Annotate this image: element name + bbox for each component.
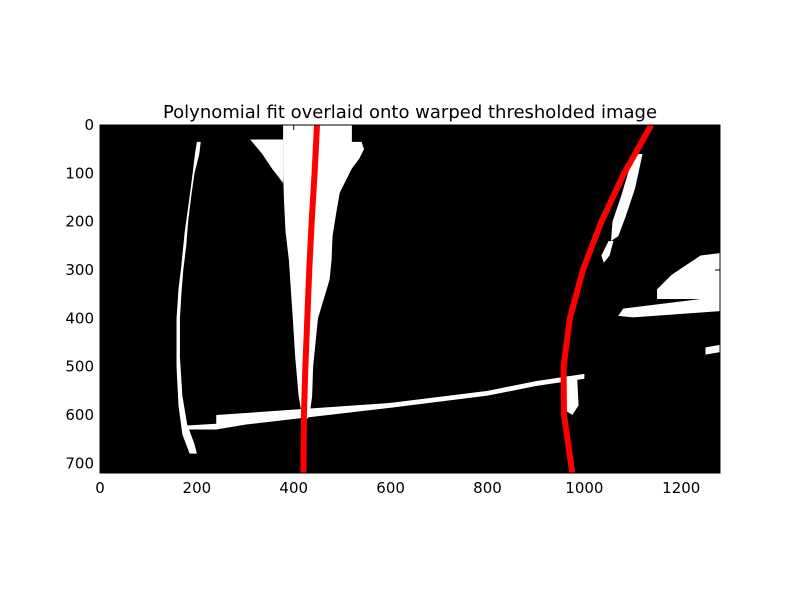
x-tick-label: 0 bbox=[95, 479, 105, 497]
x-tick-label: 600 bbox=[376, 479, 405, 497]
polynomial-fit-line-2 bbox=[560, 125, 654, 473]
y-tick-label: 400 bbox=[65, 309, 94, 327]
center-top-triangle bbox=[250, 139, 284, 183]
lower-right-lines bbox=[705, 344, 720, 355]
polynomial-fit-line-1 bbox=[300, 125, 320, 473]
y-tick-label: 0 bbox=[84, 116, 94, 134]
right-mid-blob bbox=[601, 241, 614, 263]
y-axis: 0 100 200 300 400 500 600 700 bbox=[65, 116, 720, 472]
x-axis: 0 200 400 600 800 1000 1200 bbox=[95, 125, 700, 497]
polynomial-fit-layer bbox=[300, 125, 654, 473]
right-lane-bottom bbox=[565, 376, 579, 415]
y-tick-label: 600 bbox=[65, 406, 94, 424]
x-tick-label: 400 bbox=[279, 479, 308, 497]
chart-title: Polynomial fit overlaid onto warped thre… bbox=[163, 102, 657, 123]
horizontal-road-edge bbox=[184, 373, 585, 430]
x-tick-label: 1000 bbox=[565, 479, 603, 497]
right-barrier bbox=[657, 253, 720, 299]
x-tick-label: 800 bbox=[473, 479, 502, 497]
right-upper-lane bbox=[611, 154, 643, 241]
y-tick-label: 100 bbox=[65, 164, 94, 182]
y-tick-label: 200 bbox=[65, 213, 94, 231]
x-tick-label: 200 bbox=[183, 479, 212, 497]
plot-frame bbox=[99, 124, 721, 474]
y-tick-label: 300 bbox=[65, 261, 94, 279]
left-lane-marking bbox=[176, 141, 201, 454]
y-tick-label: 500 bbox=[65, 358, 94, 376]
x-tick-label: 1200 bbox=[662, 479, 700, 497]
y-tick-label: 700 bbox=[65, 454, 94, 472]
right-barrier-low bbox=[618, 296, 720, 318]
